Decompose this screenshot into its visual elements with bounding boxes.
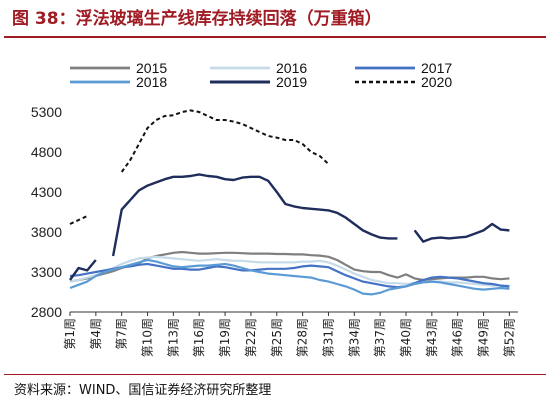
x-tick-label: 第34周 (347, 318, 361, 357)
x-tick-label: 第28周 (296, 318, 310, 357)
y-tick-label: 5300 (31, 104, 62, 120)
title-divider (4, 36, 546, 38)
legend-label-2019: 2019 (276, 74, 307, 90)
x-tick-label: 第7周 (115, 318, 129, 350)
x-tick-label: 第46周 (451, 318, 465, 357)
x-tick-label: 第52周 (502, 318, 516, 357)
x-tick-label: 第1周 (63, 318, 77, 350)
x-tick-label: 第49周 (477, 318, 491, 357)
y-tick-label: 3300 (31, 264, 62, 280)
y-tick-label: 4300 (31, 184, 62, 200)
legend-label-2015: 2015 (136, 60, 167, 76)
figure-title: 图 38：浮法玻璃生产线库存持续回落（万重箱） (12, 9, 382, 29)
x-tick-label: 第13周 (166, 318, 180, 357)
series-line-2019 (69, 173, 510, 281)
legend-label-2016: 2016 (276, 60, 307, 76)
footer-divider (4, 374, 546, 375)
line-chart: 2015 2016 2017 2018 2019 2020 2800 3300 3800 430… (31, 60, 518, 357)
chart-axes: 2800 3300 3800 4300 4800 5300 第1周 第4周 第7周 第10周 第13… (31, 104, 518, 357)
x-tick-label: 第25周 (270, 318, 284, 357)
series-line-2017 (69, 262, 510, 289)
chart-series (69, 109, 510, 296)
chart-legend: 2015 2016 2017 2018 2019 2020 (70, 60, 452, 90)
series-line-2020 (69, 109, 330, 225)
legend-label-2020: 2020 (421, 74, 452, 90)
x-tick-label: 第31周 (321, 318, 335, 357)
y-tick-label: 4800 (31, 144, 62, 160)
source-note: 资料来源：WIND、国信证券经济研究所整理 (14, 383, 272, 398)
x-tick-label: 第19周 (218, 318, 232, 357)
x-tick-label: 第40周 (399, 318, 413, 357)
x-tick-label: 第43周 (425, 318, 439, 357)
x-tick-label: 第16周 (192, 318, 206, 357)
y-tick-label: 3800 (31, 224, 62, 240)
x-tick-label: 第37周 (373, 318, 387, 357)
x-tick-label: 第4周 (89, 318, 103, 350)
y-tick-label: 2800 (31, 304, 62, 320)
legend-label-2018: 2018 (136, 74, 167, 90)
series-line-2016 (69, 255, 510, 287)
series-line-2018 (69, 258, 510, 296)
legend-label-2017: 2017 (421, 60, 452, 76)
x-tick-label: 第22周 (244, 318, 258, 357)
x-tick-label: 第10周 (141, 318, 155, 357)
